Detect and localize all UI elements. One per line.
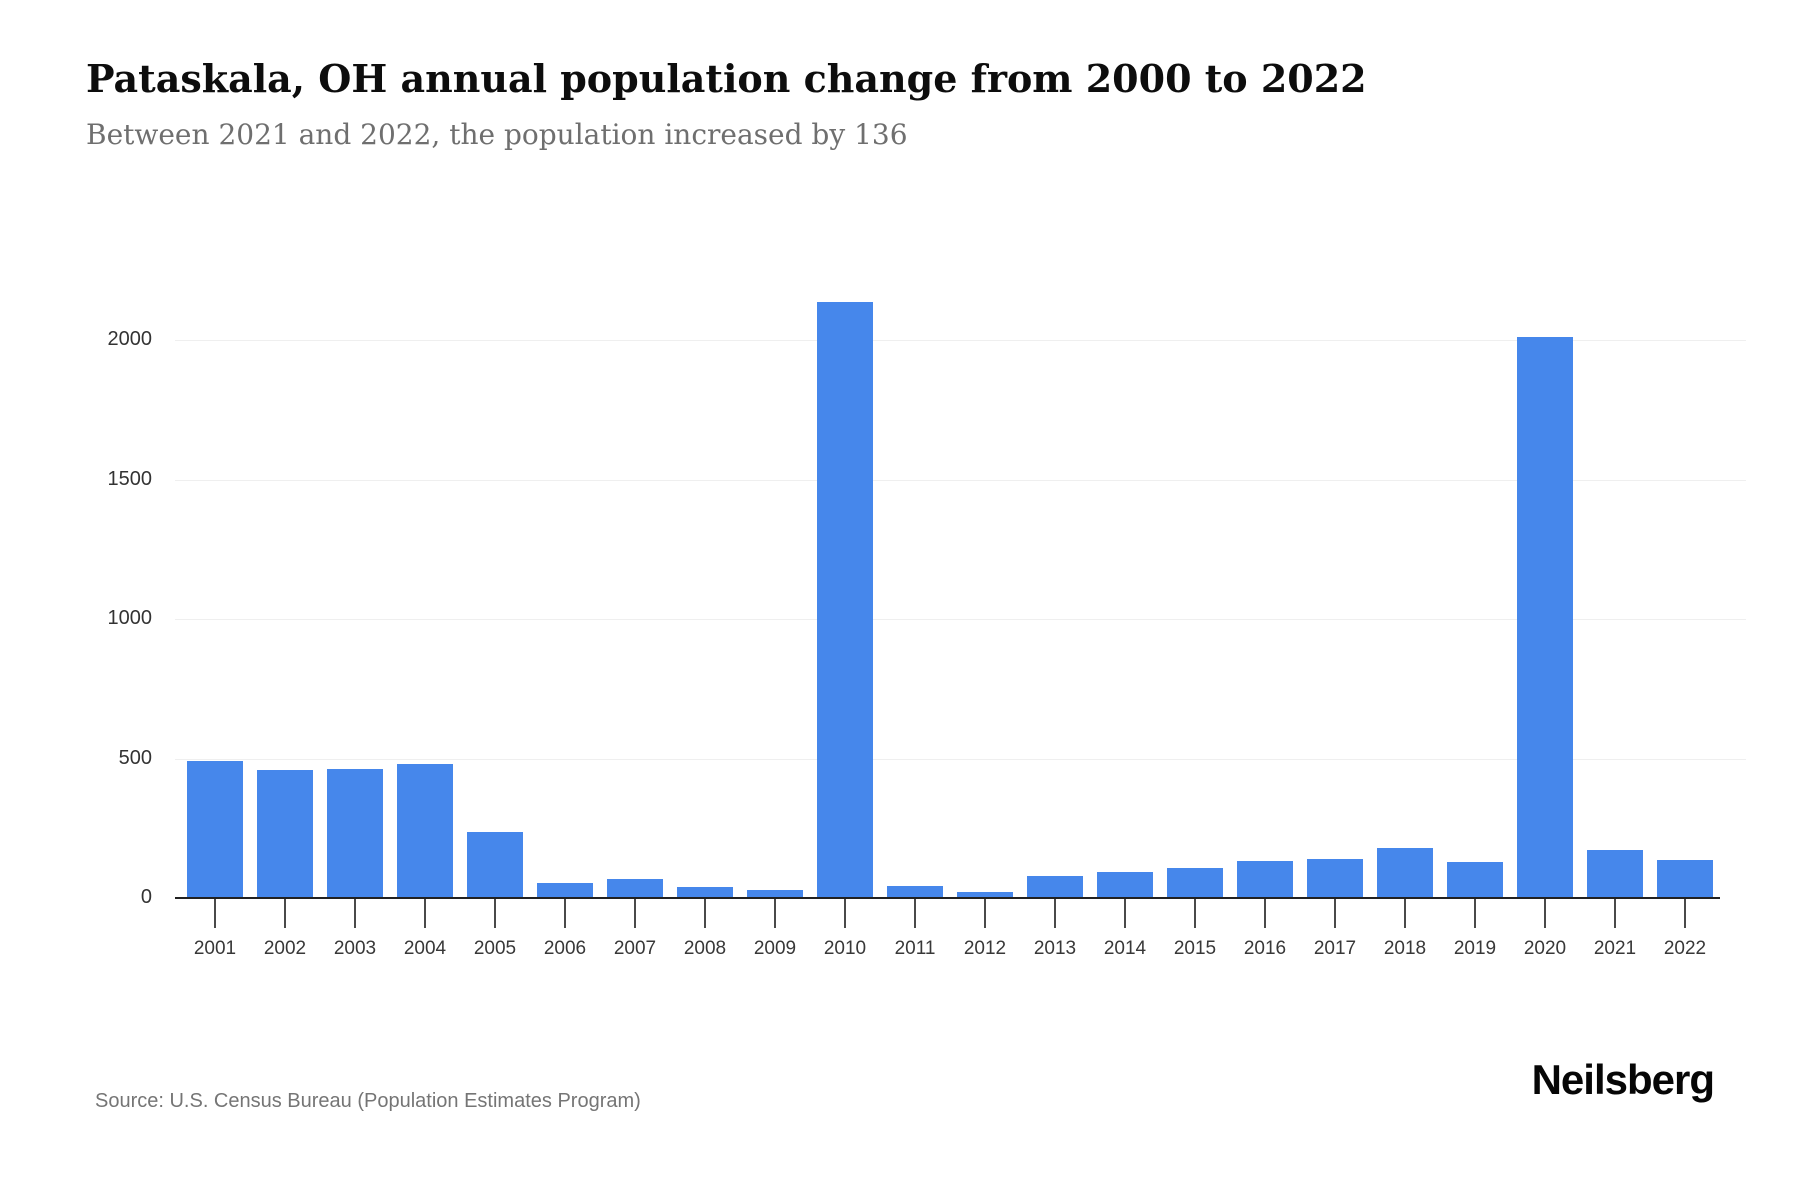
- x-tick-2005: [494, 899, 496, 928]
- x-axis-label-2021: 2021: [1593, 938, 1637, 959]
- gridline-2000: [175, 340, 1746, 341]
- x-axis-label-2014: 2014: [1103, 938, 1147, 959]
- x-tick-2013: [1054, 899, 1056, 928]
- x-tick-2019: [1474, 899, 1476, 928]
- y-axis-label-1000: 1000: [107, 607, 153, 629]
- gridline-500: [175, 758, 1746, 760]
- x-tick-2021: [1614, 899, 1616, 928]
- bar-2006[interactable]: [537, 882, 593, 898]
- bar-2012[interactable]: [957, 892, 1013, 898]
- x-axis-label-2008: 2008: [683, 938, 727, 959]
- bar-2013[interactable]: [1027, 875, 1083, 898]
- x-tick-2015: [1194, 899, 1196, 928]
- x-axis-label-2007: 2007: [613, 938, 657, 959]
- x-axis-label-2013: 2013: [1033, 938, 1077, 959]
- x-axis-label-2002: 2002: [263, 938, 307, 959]
- x-tick-2008: [704, 899, 706, 928]
- x-axis-line: [175, 897, 1720, 899]
- x-tick-2012: [984, 899, 986, 928]
- x-axis-label-2011: 2011: [894, 938, 936, 959]
- x-axis-label-2001: 2001: [193, 938, 237, 959]
- x-tick-2010: [844, 899, 846, 928]
- bar-2011[interactable]: [887, 886, 943, 898]
- bar-2014[interactable]: [1097, 872, 1153, 898]
- bar-2021[interactable]: [1587, 849, 1643, 898]
- bar-2017[interactable]: [1307, 858, 1363, 898]
- x-axis-label-2004: 2004: [403, 938, 447, 959]
- x-axis-label-2019: 2019: [1453, 938, 1497, 959]
- y-axis-label-1500: 1500: [107, 467, 153, 490]
- x-tick-2016: [1264, 899, 1266, 928]
- bar-2003[interactable]: [327, 769, 383, 898]
- bar-2002[interactable]: [257, 770, 313, 898]
- bar-2015[interactable]: [1167, 868, 1223, 898]
- bar-2018[interactable]: [1377, 847, 1433, 898]
- x-tick-2018: [1404, 899, 1406, 928]
- gridline-1500: [175, 479, 1746, 481]
- bar-2016[interactable]: [1237, 861, 1293, 898]
- bar-2020[interactable]: [1517, 337, 1573, 898]
- x-tick-2003: [354, 899, 356, 928]
- y-axis-label-0: 0: [140, 886, 152, 908]
- x-axis-label-2003: 2003: [333, 938, 377, 959]
- chart-title: Pataskala, OH annual population change f…: [86, 56, 1367, 101]
- chart-subtitle: Between 2021 and 2022, the population in…: [86, 118, 908, 151]
- bar-2004[interactable]: [397, 764, 453, 898]
- x-axis-label-2015: 2015: [1173, 938, 1217, 959]
- x-axis-label-2010: 2010: [823, 938, 867, 959]
- x-tick-2020: [1544, 899, 1546, 928]
- source-note: Source: U.S. Census Bureau (Population E…: [95, 1090, 641, 1112]
- brand-logo: Neilsberg: [1531, 1056, 1715, 1103]
- x-axis-label-2018: 2018: [1383, 938, 1427, 959]
- x-tick-2022: [1684, 899, 1686, 928]
- y-axis-label-500: 500: [118, 746, 152, 769]
- x-tick-2017: [1334, 899, 1336, 928]
- x-tick-2007: [634, 899, 636, 928]
- x-axis-label-2009: 2009: [753, 938, 797, 959]
- x-axis-label-2005: 2005: [473, 938, 517, 959]
- x-tick-2014: [1124, 899, 1126, 928]
- x-tick-2009: [774, 899, 776, 928]
- bar-2001[interactable]: [187, 761, 243, 898]
- x-tick-2001: [214, 899, 216, 928]
- x-axis-label-2012: 2012: [963, 938, 1007, 959]
- bar-2005[interactable]: [467, 832, 523, 898]
- x-axis-label-2022: 2022: [1663, 938, 1707, 959]
- bar-2022[interactable]: [1657, 860, 1713, 898]
- x-axis-label-2006: 2006: [543, 938, 587, 959]
- x-tick-2006: [564, 899, 566, 928]
- bar-2009[interactable]: [747, 889, 803, 898]
- x-axis-label-2016: 2016: [1243, 938, 1287, 959]
- x-axis-label-2017: 2017: [1313, 938, 1357, 959]
- x-tick-2011: [914, 899, 916, 928]
- x-tick-2004: [424, 899, 426, 928]
- bar-2019[interactable]: [1447, 862, 1503, 898]
- bar-2008[interactable]: [677, 886, 733, 898]
- bar-2010[interactable]: [817, 302, 873, 898]
- x-tick-2002: [284, 899, 286, 928]
- y-axis-label-2000: 2000: [107, 328, 153, 350]
- gridline-1000: [175, 619, 1746, 620]
- x-axis-label-2020: 2020: [1523, 938, 1567, 959]
- bar-2007[interactable]: [607, 879, 663, 898]
